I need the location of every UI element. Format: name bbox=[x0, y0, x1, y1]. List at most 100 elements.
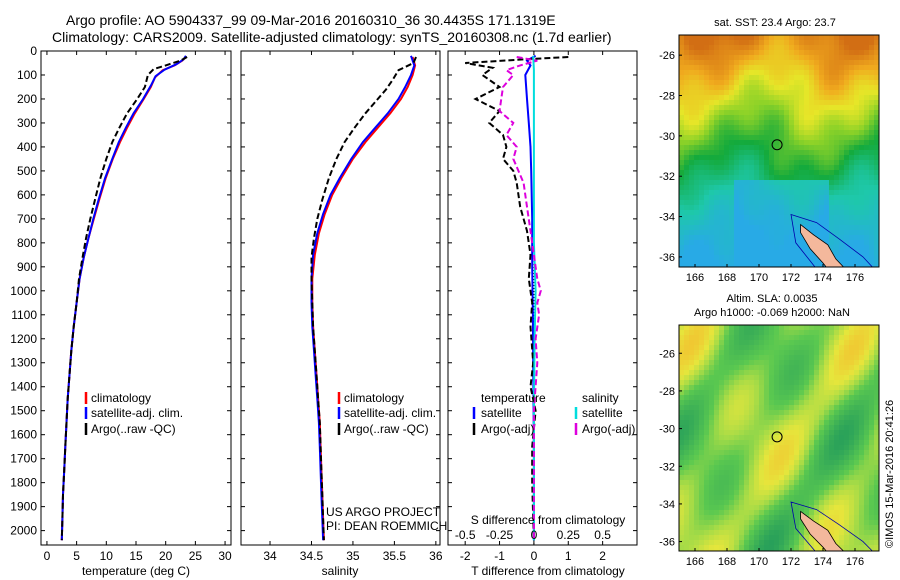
series-argo-raw-qc- bbox=[310, 56, 417, 541]
salinity-xtick-label: 34 bbox=[263, 549, 277, 563]
salinity-xtick-label: 34.5 bbox=[300, 549, 324, 563]
map-xtick-label: 174 bbox=[814, 272, 832, 284]
sst-map-frame bbox=[678, 34, 880, 268]
map-ytick-label: -34 bbox=[659, 499, 675, 511]
difference-xtick-label: 1 bbox=[565, 549, 572, 563]
depth-tick-label: 700 bbox=[17, 212, 37, 226]
legend-satellite: satellite bbox=[582, 406, 623, 420]
map-ytick-label: -30 bbox=[659, 131, 675, 143]
sla-map-subtitle: Argo h1000: -0.069 h2000: NaN bbox=[694, 307, 850, 319]
difference-xlabel: T difference from climatology bbox=[471, 564, 625, 578]
temperature-legend: climatology satellite-adj. clim. Argo(..… bbox=[84, 391, 183, 436]
map-ytick-label: -32 bbox=[659, 461, 675, 473]
legend-satellite: satellite-adj. clim. bbox=[344, 406, 436, 420]
s-difference-tick-label: 0.5 bbox=[594, 528, 611, 542]
depth-axis: 0 100 200 300 400 500 600 700 800 900 1000 1100 1200… bbox=[10, 44, 637, 538]
s-difference-tick-label: 0.25 bbox=[557, 528, 581, 542]
depth-tick-label: 900 bbox=[17, 260, 37, 274]
depth-tick-label: 1300 bbox=[10, 356, 37, 370]
map-xtick-label: 170 bbox=[750, 272, 768, 284]
temperature-xtick-label: 5 bbox=[73, 549, 80, 563]
depth-tick-label: 100 bbox=[17, 68, 37, 82]
header-line2: Climatology: CARS2009. Satellite-adjuste… bbox=[52, 29, 612, 45]
salinity-legend: climatology satellite-adj. clim. Argo(..… bbox=[337, 391, 436, 436]
profile-location-marker bbox=[771, 431, 783, 443]
map-ytick-label: -36 bbox=[659, 252, 675, 264]
difference-xlabel-top: S difference from climatology bbox=[471, 513, 626, 527]
depth-tick-label: 400 bbox=[17, 140, 37, 154]
sst-map-title: sat. SST: 23.4 Argo: 23.7 bbox=[714, 17, 836, 29]
difference-xtick-label: 2 bbox=[599, 549, 606, 563]
difference-legend-temperature: temperature satellite Argo(-adj) bbox=[472, 391, 546, 436]
profile-location-marker bbox=[771, 139, 783, 151]
depth-tick-label: 1400 bbox=[10, 380, 37, 394]
s-difference-tick-label: -0.25 bbox=[486, 528, 514, 542]
map-ytick-label: -28 bbox=[659, 386, 675, 398]
depth-tick-label: 1900 bbox=[10, 500, 37, 514]
depth-tick-label: 800 bbox=[17, 236, 37, 250]
map-xtick-label: 176 bbox=[846, 272, 864, 284]
map-ytick-label: -30 bbox=[659, 424, 675, 436]
map-xtick-label: 168 bbox=[718, 556, 736, 568]
depth-tick-label: 600 bbox=[17, 188, 37, 202]
depth-tick-label: 200 bbox=[17, 92, 37, 106]
depth-tick-label: 1200 bbox=[10, 332, 37, 346]
salinity-xlabel: salinity bbox=[322, 564, 359, 578]
header-line1: Argo profile: AO 5904337_99 09-Mar-2016 … bbox=[66, 12, 556, 28]
salinity-xtick-label: 35.5 bbox=[383, 549, 407, 563]
s-difference-tick-label: -0.5 bbox=[455, 528, 476, 542]
legend-satellite: satellite-adj. clim. bbox=[91, 406, 183, 420]
depth-tick-label: 0 bbox=[30, 44, 37, 58]
imos-credit: ©IMOS 15-Mar-2016 20:41:26 bbox=[884, 400, 896, 548]
pi-annotation: PI: DEAN ROEMMICH bbox=[326, 519, 447, 533]
sla-map-title: Altim. SLA: 0.0035 bbox=[726, 293, 817, 305]
depth-tick-label: 500 bbox=[17, 164, 37, 178]
legend-argo: Argo(..raw -QC) bbox=[344, 422, 429, 436]
series-satellite-adj-clim- bbox=[310, 55, 416, 541]
difference-xtick-label: -1 bbox=[494, 549, 505, 563]
map-xtick-label: 172 bbox=[782, 556, 800, 568]
map-xtick-label: 166 bbox=[686, 272, 704, 284]
map-ytick-label: -32 bbox=[659, 171, 675, 183]
depth-tick-label: 1000 bbox=[10, 284, 37, 298]
legend-satellite: satellite bbox=[481, 406, 522, 420]
series-argo-raw-qc- bbox=[60, 56, 188, 541]
series-climatology bbox=[311, 56, 417, 541]
depth-tick-label: 1600 bbox=[10, 428, 37, 442]
salinity-plot bbox=[310, 55, 417, 541]
series-salinity-argo-adj- bbox=[498, 56, 542, 541]
depth-tick-label: 300 bbox=[17, 116, 37, 130]
difference-panel bbox=[447, 50, 638, 546]
map-xtick-label: 170 bbox=[750, 556, 768, 568]
bathymetry-contour bbox=[790, 501, 873, 551]
map-xtick-label: 166 bbox=[686, 556, 704, 568]
difference-legend-salinity: salinity satellite Argo(-adj) bbox=[574, 391, 635, 436]
axis-ticks: 0 5 10 15 20 25 30 34 34.5 35 35.5 36 -2 -1 0 1 2 -0.5 -0.… bbox=[44, 51, 611, 563]
depth-tick-label: 1100 bbox=[11, 308, 37, 322]
landmass bbox=[800, 510, 845, 551]
temperature-xtick-label: 30 bbox=[218, 549, 232, 563]
sst-map bbox=[679, 35, 879, 267]
difference-xtick-label: 0 bbox=[531, 549, 538, 563]
project-annotation: US ARGO PROJECT bbox=[326, 505, 441, 519]
salinity-panel bbox=[240, 50, 441, 546]
depth-tick-label: 2000 bbox=[10, 524, 37, 538]
sla-map-frame bbox=[678, 324, 880, 552]
difference-xtick-label: -2 bbox=[460, 549, 471, 563]
temperature-xtick-label: 10 bbox=[100, 549, 114, 563]
map-ytick-label: -26 bbox=[659, 348, 675, 360]
map-xtick-label: 172 bbox=[782, 272, 800, 284]
map-xtick-label: 176 bbox=[846, 556, 864, 568]
map-xtick-label: 174 bbox=[814, 556, 832, 568]
temperature-xtick-label: 25 bbox=[189, 549, 203, 563]
depth-tick-label: 1700 bbox=[10, 452, 37, 466]
series-temperature-argo-adj- bbox=[465, 56, 569, 541]
series-satellite-adj-clim- bbox=[60, 55, 187, 541]
legend-title: salinity bbox=[582, 391, 619, 405]
temperature-plot bbox=[60, 55, 188, 541]
series-salinity-satellite bbox=[532, 55, 537, 541]
legend-title: temperature bbox=[481, 391, 546, 405]
map-ytick-label: -26 bbox=[659, 50, 675, 62]
landmass bbox=[800, 223, 845, 267]
